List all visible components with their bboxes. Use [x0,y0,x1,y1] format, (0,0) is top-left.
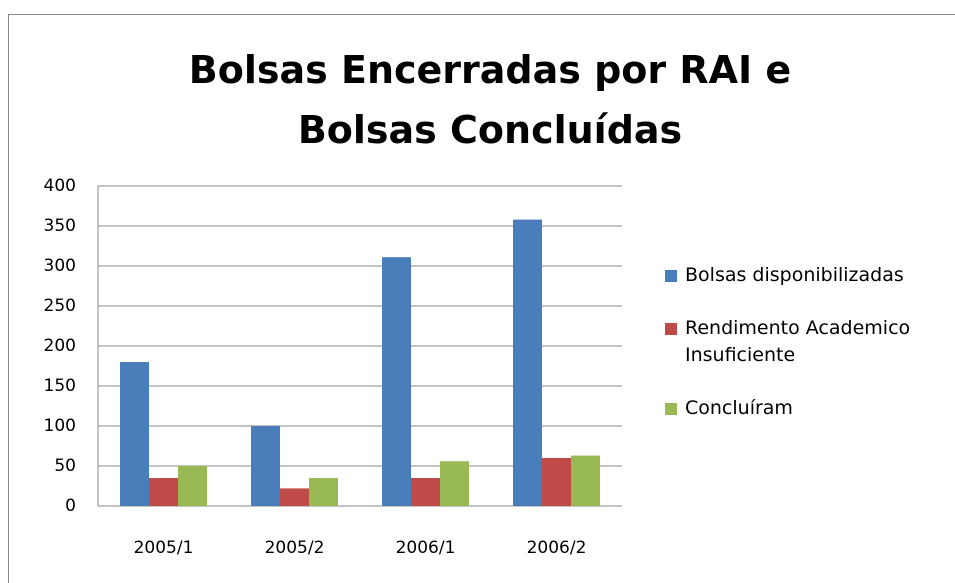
bar [513,219,542,506]
legend-item: Concluíram [665,395,955,422]
bar [178,466,207,506]
x-tick-label: 2006/1 [396,538,456,558]
y-tick-label: 300 [44,256,76,276]
y-tick-label: 200 [44,336,76,356]
legend-item: Bolsas disponibilizadas [665,262,955,289]
bar [309,478,338,506]
y-tick-label: 0 [65,496,76,516]
legend: Bolsas disponibilizadas Rendimento Academ… [665,262,955,448]
y-tick-label: 50 [54,456,76,476]
bar [411,478,440,506]
legend-swatch [665,323,677,335]
legend-label: Rendimento Academico Insuficiente [685,317,911,366]
y-tick-label: 150 [44,376,76,396]
y-tick-label: 250 [44,296,76,316]
bar [440,461,469,506]
bar [280,488,309,506]
y-tick-label: 100 [44,416,76,436]
bar [149,478,178,506]
chart-title: Bolsas Encerradas por RAI e Bolsas Concl… [188,48,792,152]
bar [382,257,411,506]
y-tick-label: 350 [44,216,76,236]
bar [251,426,280,506]
y-tick-label: 400 [44,176,76,196]
bar [120,362,149,506]
bar [542,458,571,506]
legend-label: Concluíram [685,397,793,419]
x-tick-label: 2005/2 [265,538,325,558]
legend-item: Rendimento Academico Insuficiente [665,315,955,369]
x-tick-label: 2005/1 [134,538,194,558]
legend-swatch [665,270,677,282]
x-tick-label: 2006/2 [527,538,587,558]
legend-swatch [665,403,677,415]
legend-label: Bolsas disponibilizadas [685,264,904,286]
chart-frame [8,14,955,583]
bar [571,455,600,506]
